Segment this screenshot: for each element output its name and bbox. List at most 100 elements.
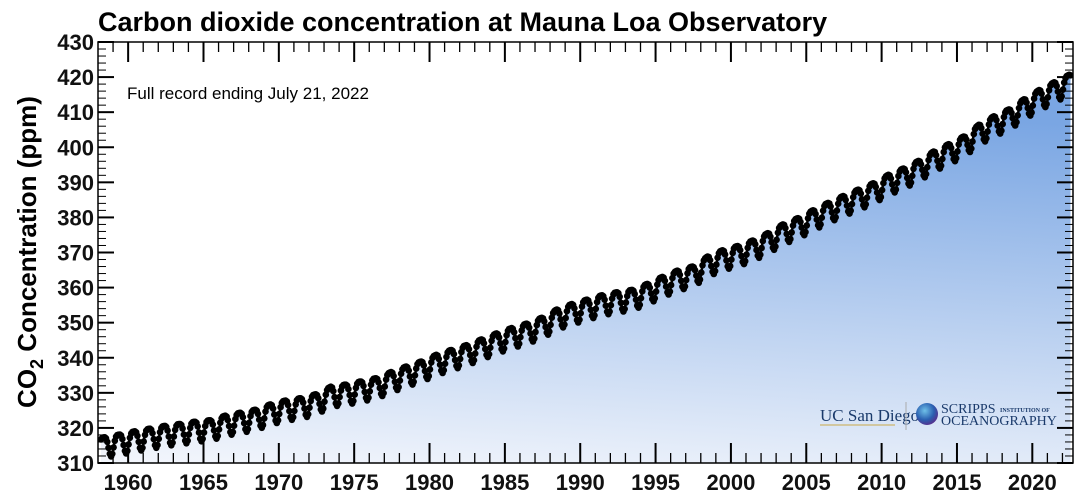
data-point — [877, 193, 885, 201]
data-point — [500, 345, 508, 352]
data-point — [1028, 109, 1035, 116]
data-point — [708, 262, 715, 270]
data-point — [395, 383, 402, 391]
data-point — [827, 203, 834, 210]
data-point — [291, 407, 298, 415]
data-point — [512, 334, 519, 342]
data-point — [274, 417, 282, 424]
data-point — [426, 366, 434, 373]
data-point — [1059, 86, 1067, 93]
data-point — [184, 437, 191, 445]
data-point — [224, 416, 232, 424]
data-point — [949, 150, 956, 157]
data-point — [365, 394, 372, 402]
x-tick-label: 1985 — [480, 470, 529, 495]
data-point — [289, 413, 297, 421]
data-point — [887, 175, 895, 182]
data-point — [284, 401, 292, 409]
data-point — [592, 305, 600, 313]
data-point — [903, 174, 911, 182]
data-point — [320, 405, 327, 412]
data-point — [586, 300, 593, 308]
data-point — [380, 389, 387, 397]
y-axis-label: CO2 Concentration (ppm) — [12, 96, 47, 408]
data-point — [984, 128, 991, 135]
data-point — [255, 416, 263, 424]
data-point — [351, 391, 359, 398]
data-point — [330, 387, 337, 395]
data-point — [209, 421, 217, 428]
x-tick-label: 2020 — [1008, 470, 1057, 495]
x-tick-label: 2015 — [932, 470, 981, 495]
data-point — [487, 344, 494, 352]
data-point — [230, 422, 238, 430]
data-point — [1053, 82, 1060, 90]
data-point — [947, 144, 955, 152]
data-point — [696, 276, 704, 283]
data-point — [768, 238, 775, 246]
data-point — [978, 124, 985, 132]
data-point — [391, 378, 399, 386]
data-point — [832, 214, 839, 221]
x-tick-label: 1970 — [254, 470, 303, 495]
data-point — [621, 305, 628, 313]
data-point — [857, 190, 865, 197]
data-point — [812, 210, 819, 218]
data-point — [470, 356, 478, 364]
data-point — [375, 379, 382, 386]
data-point — [872, 183, 880, 191]
data-point — [169, 439, 176, 447]
data-point — [527, 330, 534, 337]
data-point — [485, 350, 493, 358]
data-point — [331, 393, 338, 401]
data-point — [450, 350, 458, 358]
data-point — [185, 431, 193, 438]
data-point — [878, 186, 886, 194]
data-point — [616, 293, 623, 301]
data-point — [195, 429, 203, 436]
data-point — [396, 377, 404, 384]
data-point — [482, 345, 489, 353]
data-point — [909, 172, 916, 180]
data-point — [998, 127, 1005, 134]
chart-annotation: Full record ending July 21, 2022 — [127, 84, 369, 103]
data-point — [743, 251, 750, 258]
data-point — [455, 362, 463, 369]
data-point — [441, 360, 449, 368]
data-point — [576, 316, 583, 324]
data-point — [713, 261, 720, 268]
data-point — [934, 157, 941, 165]
data-point — [969, 138, 976, 145]
data-point — [180, 431, 188, 438]
data-point — [259, 421, 267, 429]
data-point — [1024, 104, 1032, 112]
data-point — [381, 383, 389, 390]
data-point — [1013, 118, 1020, 126]
data-point — [561, 321, 568, 328]
data-point — [155, 435, 163, 443]
data-point — [301, 405, 308, 412]
data-point — [360, 382, 367, 390]
data-point — [304, 410, 312, 418]
data-point — [924, 163, 931, 171]
data-point — [932, 151, 940, 159]
data-point — [420, 362, 428, 369]
data-point — [525, 324, 533, 332]
data-point — [788, 229, 795, 236]
data-point — [691, 266, 699, 274]
data-point — [510, 329, 518, 336]
data-point — [244, 425, 252, 433]
data-point — [542, 323, 549, 331]
data-point — [165, 433, 173, 440]
data-point — [646, 284, 654, 292]
data-point — [1058, 93, 1065, 100]
data-point — [532, 328, 539, 336]
data-point — [410, 378, 418, 386]
data-point — [271, 411, 278, 418]
data-point — [979, 130, 986, 137]
data-point — [164, 427, 171, 434]
data-point — [562, 314, 569, 322]
data-point — [1008, 109, 1015, 117]
data-point — [758, 244, 765, 252]
